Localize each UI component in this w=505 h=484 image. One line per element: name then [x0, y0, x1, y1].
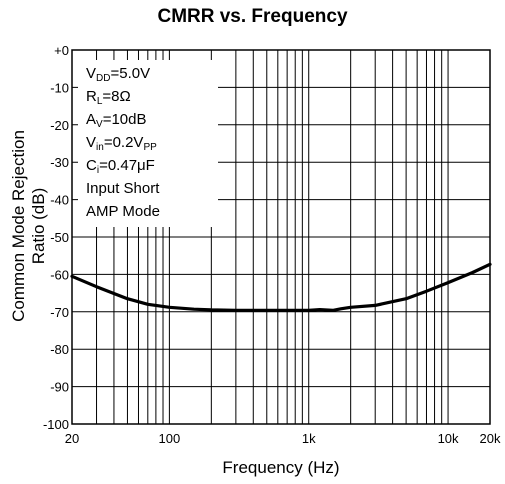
- y-tick-label: -10: [50, 80, 69, 95]
- x-tick-label: 20: [65, 431, 79, 446]
- condition-item: Input Short: [86, 180, 160, 197]
- condition-item: AMP Mode: [86, 203, 160, 220]
- x-axis-label: Frequency (Hz): [222, 458, 340, 477]
- cmrr-series-line: [70, 262, 492, 312]
- y-tick-label: -30: [50, 155, 69, 170]
- y-tick-label: -70: [50, 305, 69, 320]
- x-tick-label: 20k: [480, 431, 501, 446]
- y-tick-label: -80: [50, 342, 69, 357]
- plot-frame: [71, 49, 491, 425]
- y-axis-label: Common Mode Rejection Ratio (dB): [9, 130, 48, 322]
- y-tick-label: -100: [43, 417, 69, 432]
- y-tick-label: -50: [50, 230, 69, 245]
- y-tick-label: -60: [50, 267, 69, 282]
- condition-item: RL=8Ω: [86, 88, 131, 107]
- y-tick-label: +0: [54, 43, 69, 58]
- y-tick-label: -40: [50, 193, 69, 208]
- condition-item: AV=10dB: [86, 111, 147, 130]
- y-tick-label: -20: [50, 118, 69, 133]
- chart-title: CMRR vs. Frequency: [157, 6, 348, 27]
- condition-item: VDD=5.0V: [86, 65, 151, 84]
- condition-item: Ci=0.47μF: [86, 157, 155, 176]
- x-tick-label: 10k: [438, 431, 459, 446]
- test-conditions-legend: VDD=5.0V RL=8Ω AV=10dB Vin=0.2VPP Ci=0.47μF I…: [78, 60, 218, 227]
- condition-item: Vin=0.2VPP: [86, 134, 157, 153]
- x-tick-label: 1k: [302, 431, 316, 446]
- y-tick-label: -90: [50, 380, 69, 395]
- x-tick-label: 100: [159, 431, 181, 446]
